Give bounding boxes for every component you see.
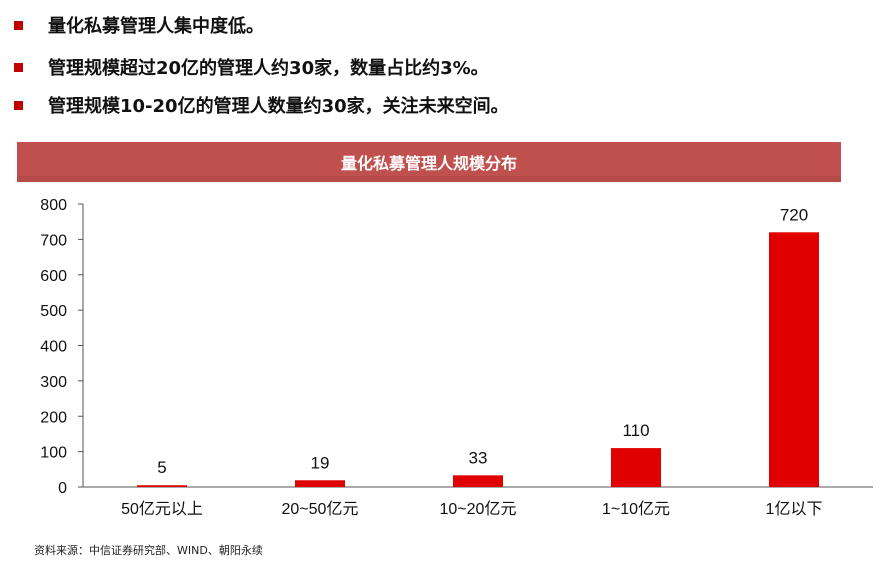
bullet-item: 管理规模超过20亿的管理人约30家，数量占比约3%。: [14, 52, 489, 82]
y-tick-label: 100: [40, 445, 67, 462]
bar-chart: 0 100 200 300 400 500 600 700 800 5 50亿元以上 19 20~50亿…: [40, 197, 873, 518]
bullet-item: 管理规模10-20亿的管理人数量约30家，关注未来空间。: [14, 90, 509, 120]
data-label: 720: [780, 205, 808, 224]
bullet-text: 管理规模10-20亿的管理人数量约30家，关注未来空间。: [48, 96, 509, 117]
data-label: 5: [157, 458, 166, 477]
bar: [611, 448, 661, 487]
bullet-text: 管理规模超过20亿的管理人约30家，数量占比约3%。: [48, 58, 489, 79]
source-note: 资料来源：中信证券研究部、WIND、朝阳永续: [34, 544, 263, 557]
x-tick-label: 10~20亿元: [440, 500, 517, 518]
bullet-item: 量化私募管理人集中度低。: [14, 10, 264, 40]
bar: [295, 480, 345, 487]
chart-title: 量化私募管理人规模分布: [340, 154, 517, 173]
y-tick-label: 300: [40, 374, 67, 391]
y-tick-label: 200: [40, 409, 67, 426]
data-label: 33: [469, 448, 488, 467]
chart-title-banner: 量化私募管理人规模分布: [17, 142, 841, 182]
y-tick-label: 400: [40, 339, 67, 356]
x-tick-label: 1~10亿元: [602, 500, 670, 518]
bar: [453, 475, 503, 487]
square-bullet-icon: [14, 62, 23, 72]
y-tick-label: 0: [58, 480, 67, 497]
y-tick-label: 800: [40, 197, 67, 214]
bar: [769, 232, 819, 487]
x-tick-label: 1亿以下: [766, 500, 823, 518]
bullet-text: 量化私募管理人集中度低。: [48, 16, 264, 37]
data-label: 19: [311, 453, 330, 472]
data-label: 110: [622, 421, 649, 440]
y-tick-label: 700: [40, 232, 67, 249]
y-tick-label: 500: [40, 303, 67, 320]
y-tick-label: 600: [40, 268, 67, 285]
square-bullet-icon: [14, 20, 23, 30]
x-tick-label: 20~50亿元: [282, 500, 359, 518]
square-bullet-icon: [14, 100, 23, 110]
x-tick-label: 50亿元以上: [121, 500, 203, 518]
bar: [137, 485, 187, 487]
